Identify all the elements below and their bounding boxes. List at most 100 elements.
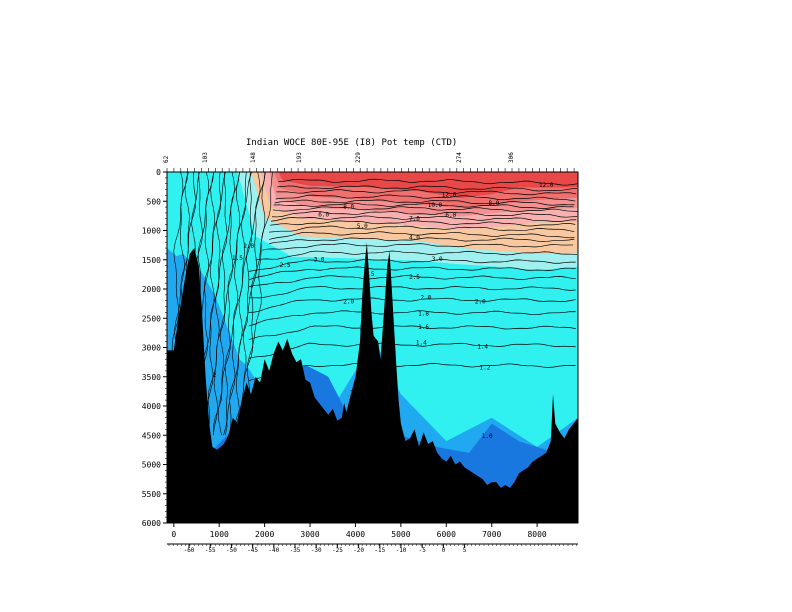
distance-tick-label: 8000	[527, 530, 546, 539]
isotherm-line	[278, 178, 578, 186]
contour-label: 1.6	[418, 324, 429, 331]
contour-label: 2.5	[280, 262, 291, 269]
contour-label: 12.0	[442, 192, 457, 199]
contour-label: 1.0	[482, 433, 493, 440]
isotherm-line-southern	[207, 172, 228, 436]
latitude-tick-label: 5	[463, 547, 467, 554]
contour-label: 2.5	[364, 271, 375, 278]
latitude-tick-label: -20	[353, 547, 364, 554]
isotherm-line	[270, 215, 577, 223]
temp-band-10	[273, 172, 578, 209]
isotherm-line	[248, 286, 576, 299]
station-label: 193	[296, 152, 303, 163]
isotherm-line	[248, 342, 576, 359]
contour-label: 2.0	[420, 295, 431, 302]
latitude-tick-label: -25	[332, 547, 343, 554]
latitude-tick-label: -5	[419, 547, 427, 554]
depth-tick-label: 1500	[142, 256, 161, 265]
latitude-tick-label: -40	[268, 547, 279, 554]
depth-axis: 0 500 1000 1500 2000 2500 3000 3500 4000 4500 5000…	[142, 168, 167, 528]
contour-label: 1.2	[479, 365, 490, 372]
isotherm-line	[271, 211, 578, 218]
depth-tick-label: 3500	[142, 373, 161, 382]
isotherm-line	[273, 202, 574, 209]
isotherm-line-southern	[213, 172, 240, 436]
contour-label: 1.2	[359, 325, 370, 332]
seafloor-topography	[167, 242, 578, 523]
isotherm-line	[269, 237, 575, 245]
isotherm-line	[248, 297, 576, 313]
latitude-tick-label: 0	[442, 547, 446, 554]
depth-tick-label: 2500	[142, 314, 161, 323]
latitude-tick-label: -50	[226, 547, 237, 554]
contour-label: 3.0	[314, 257, 325, 264]
distance-tick-label: 5000	[391, 530, 410, 539]
isotherm-line	[248, 310, 576, 327]
isotherm-line	[248, 363, 576, 381]
isotherm-line	[276, 189, 577, 196]
distance-tick-label: 3000	[300, 530, 319, 539]
isotherm-line-southern	[217, 172, 241, 436]
contour-label: 8.0	[489, 200, 500, 207]
contour-label: 2.5	[409, 274, 420, 281]
isotherm-line-southern	[233, 172, 261, 436]
station-label: 306	[508, 152, 515, 163]
station-label: 62	[163, 155, 170, 163]
distance-axis: 0 1000 2000 3000 4000 5000 6000 7000 8000	[171, 523, 547, 539]
latitude-tick-label: -30	[311, 547, 322, 554]
contour-label: 2.0	[243, 243, 254, 250]
depth-tick-label: 4000	[142, 402, 161, 411]
isotherm-line	[248, 266, 576, 281]
contour-label: 3.0	[432, 256, 443, 263]
distance-tick-label: 7000	[482, 530, 501, 539]
depth-tick-label: 3000	[142, 344, 161, 353]
distance-tick-label: 0	[171, 530, 176, 539]
isotherm-line	[275, 194, 576, 202]
temp-band-4	[251, 172, 578, 254]
contour-label: 1.4	[477, 344, 488, 351]
contour-label: 8.0	[343, 203, 354, 210]
isotherm-line	[269, 225, 575, 233]
temp-band-8	[269, 172, 578, 217]
isotherm-line-southern	[201, 172, 226, 436]
latitude-tick-label: -55	[205, 547, 216, 554]
contour-label: 12.0	[539, 182, 554, 189]
plot-area: 12.0 12.0 10.0 8.0 8.0 6.0 6.0 5.0 7.0 4.0 3.0 2.5 3…	[167, 172, 578, 523]
isotherm-line-southern	[239, 172, 266, 436]
latitude-tick-label: -60	[184, 547, 195, 554]
distance-tick-label: 2000	[255, 530, 274, 539]
distance-tick-label: 6000	[437, 530, 456, 539]
contour-label: 6.0	[445, 212, 456, 219]
contour-label: 1.8	[418, 310, 429, 317]
isotherm-line	[272, 206, 578, 213]
isotherm-line	[248, 259, 576, 272]
isotherm-line-southern	[229, 172, 253, 436]
station-label: 103	[202, 152, 209, 163]
latitude-tick-label: -35	[290, 547, 301, 554]
isotherm-line-southern	[223, 172, 252, 436]
temp-band-3	[237, 172, 578, 271]
depth-tick-label: 4500	[142, 431, 161, 440]
isotherm-line	[248, 275, 576, 288]
contour-label: 1.5	[232, 255, 243, 262]
latitude-tick-label: -15	[374, 547, 385, 554]
depth-tick-label: 2000	[142, 285, 161, 294]
latitude-tick-label: -45	[247, 547, 258, 554]
contour-label-group: 12.0 12.0 10.0 8.0 8.0 6.0 6.0 5.0 7.0 4.0 3.0 2.5 3…	[213, 182, 554, 440]
depth-tick-label: 500	[147, 197, 162, 206]
distance-tick-label: 4000	[346, 530, 365, 539]
contour-label: 2	[213, 372, 217, 379]
isotherm-line	[269, 231, 575, 240]
isotherm-line-southern	[212, 172, 235, 436]
contour-label: 2.0	[343, 299, 354, 306]
station-label: 148	[250, 152, 257, 163]
latitude-axis: -60 -55 -50 -45 -40 -35 -30 -25 -20 -15 -10 -5 0 5	[167, 543, 578, 554]
isotherm-line	[274, 199, 575, 206]
contour-label: 10.0	[428, 202, 443, 209]
distance-tick-label: 1000	[210, 530, 229, 539]
isotherm-line	[248, 325, 576, 340]
depth-tick-label: 1000	[142, 227, 161, 236]
latitude-tick-label: -10	[396, 547, 407, 554]
isotherm-line	[262, 243, 574, 251]
contour-label: 7.0	[409, 216, 420, 223]
